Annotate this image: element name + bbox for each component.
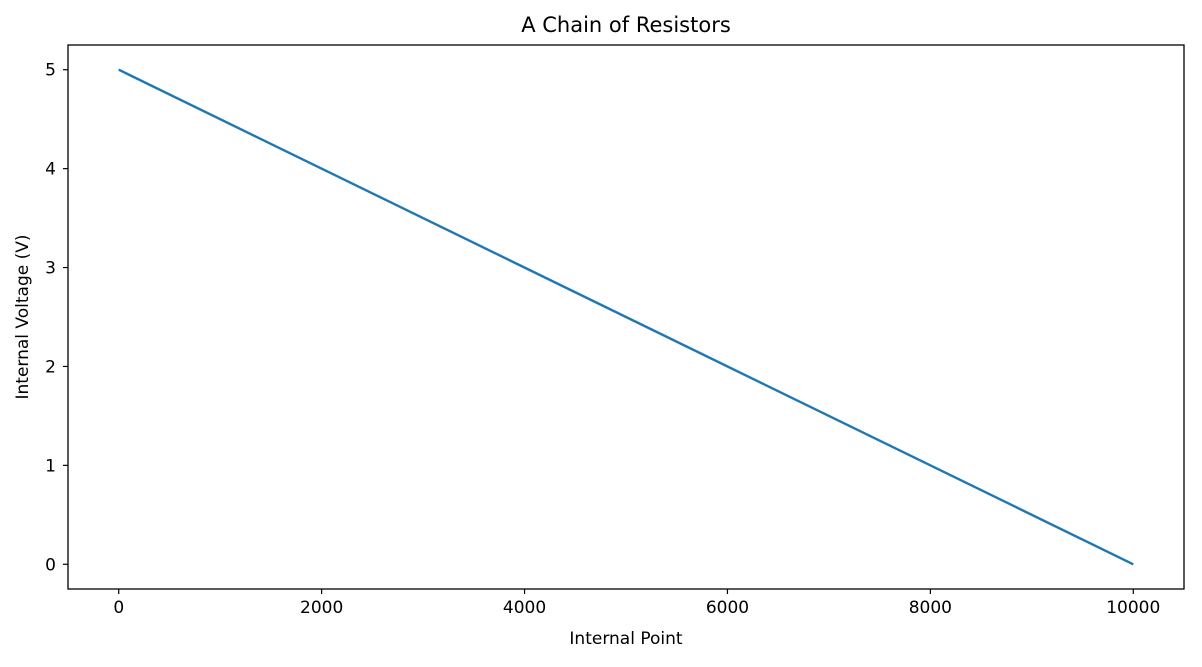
y-axis-label: Internal Voltage (V) (13, 235, 33, 400)
chart-title: A Chain of Resistors (521, 13, 731, 37)
x-tick-label: 6000 (706, 598, 749, 618)
y-tick-label: 3 (45, 259, 56, 279)
y-tick-label: 5 (45, 61, 56, 81)
y-axis: 0 1 2 3 4 5 (45, 61, 68, 575)
y-tick-label: 2 (45, 357, 56, 377)
x-tick-label: 10000 (1106, 598, 1160, 618)
x-axis-label: Internal Point (569, 629, 682, 649)
y-tick-label: 0 (45, 555, 56, 575)
y-tick-label: 1 (45, 456, 56, 476)
series-line-0 (118, 68, 1134, 566)
y-tick-label: 4 (45, 160, 56, 180)
x-tick-label: 4000 (503, 598, 546, 618)
x-tick-label: 2000 (300, 598, 343, 618)
plot-frame (67, 44, 1185, 590)
plot-area (118, 68, 1134, 566)
x-tick-label: 8000 (909, 598, 952, 618)
x-tick-label: 0 (113, 598, 124, 618)
x-axis: 0 2000 4000 6000 8000 10000 (113, 589, 1160, 618)
